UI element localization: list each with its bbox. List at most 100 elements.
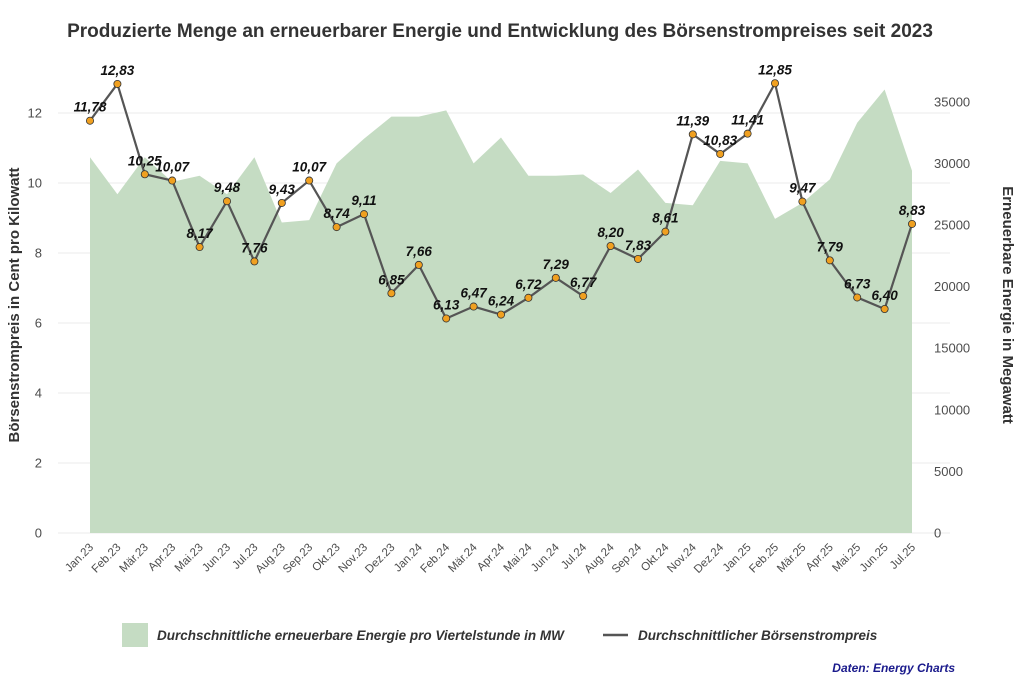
price-data-label: 11,41	[731, 113, 764, 128]
y-right-tick-label: 10000	[934, 402, 970, 417]
price-point	[277, 198, 286, 207]
price-data-label: 12,85	[758, 62, 792, 77]
price-point	[222, 197, 231, 206]
legend-area-swatch	[122, 623, 148, 647]
x-axis: Jan.23Feb.23Mär.23Apr.23Mai.23Jun.23Jul.…	[63, 541, 918, 576]
y-right-tick-label: 35000	[934, 94, 970, 109]
legend: Durchschnittliche erneuerbare Energie pr…	[122, 623, 878, 647]
price-point	[688, 130, 697, 139]
price-data-label: 9,43	[269, 182, 296, 197]
price-point	[305, 176, 314, 185]
price-point	[332, 223, 341, 232]
y-left-tick-label: 6	[35, 316, 42, 331]
price-data-label: 12,83	[101, 63, 135, 78]
price-data-label: 10,25	[128, 153, 162, 168]
y-right-tick-label: 5000	[934, 464, 963, 479]
x-tick-label: Dez.23	[363, 542, 397, 576]
price-point	[661, 227, 670, 236]
price-data-label: 6,47	[460, 286, 488, 301]
price-point	[551, 273, 560, 282]
y-right-tick-label: 0	[934, 526, 941, 541]
price-data-label: 10,83	[703, 133, 737, 148]
price-point	[716, 149, 725, 158]
price-data-label: 6,24	[488, 294, 515, 309]
price-data-label: 9,47	[789, 181, 817, 196]
y-right-tick-label: 20000	[934, 279, 970, 294]
price-point	[908, 219, 917, 228]
price-point	[496, 310, 505, 319]
x-tick-label: Feb.24	[419, 541, 453, 575]
price-point	[469, 302, 478, 311]
price-point	[442, 314, 451, 323]
y-left-tick-label: 2	[35, 456, 42, 471]
x-tick-label: Mär.23	[118, 542, 151, 575]
price-point	[798, 197, 807, 206]
price-point	[743, 129, 752, 138]
x-tick-label: Apr.23	[146, 542, 178, 574]
x-tick-label: Aug.23	[254, 542, 288, 576]
price-point	[168, 176, 177, 185]
x-tick-label: Apr.24	[475, 541, 507, 573]
price-data-label: 9,48	[214, 180, 241, 195]
price-point	[606, 241, 615, 250]
chart-title: Produzierte Menge an erneuerbarer Energi…	[67, 21, 933, 42]
price-data-label: 10,07	[292, 160, 327, 175]
x-tick-label: Dez.24	[692, 541, 727, 576]
price-data-label: 10,07	[155, 160, 190, 175]
price-data-label: 8,83	[899, 203, 926, 218]
price-data-label: 9,11	[351, 193, 376, 208]
x-tick-label: Mai.23	[173, 542, 206, 575]
x-tick-label: Mär.24	[446, 541, 480, 575]
price-point	[634, 254, 643, 263]
y-left-axis-title: Börsenstrompreis in Cent pro Kilowatt	[6, 167, 23, 442]
price-data-label: 6,13	[433, 297, 460, 312]
x-tick-label: Feb.25	[747, 542, 781, 576]
data-source-note: Daten: Energy Charts	[832, 661, 955, 675]
x-tick-label: Sep.24	[610, 541, 645, 576]
price-data-label: 8,17	[186, 226, 214, 241]
price-point	[140, 170, 149, 179]
price-data-label: 6,77	[570, 275, 598, 290]
price-point	[387, 289, 396, 298]
y-right-axis-title: Erneuerbare Energie in Megawatt	[999, 186, 1016, 424]
x-tick-label: Feb.23	[90, 542, 124, 576]
price-data-label: 7,29	[543, 257, 570, 272]
price-data-label: 7,66	[406, 244, 433, 259]
price-data-label: 8,74	[323, 206, 350, 221]
price-data-label: 6,72	[515, 277, 542, 292]
x-tick-label: Jun.24	[529, 541, 562, 574]
legend-line-label: Durchschnittlicher Börsenstrompreis	[638, 628, 878, 643]
x-tick-label: Apr.25	[804, 542, 836, 574]
y-left-tick-label: 0	[35, 526, 42, 541]
price-data-label: 6,40	[871, 288, 898, 303]
price-point	[825, 256, 834, 265]
price-data-label: 8,20	[597, 225, 624, 240]
price-data-label: 6,85	[378, 272, 405, 287]
x-tick-label: Mär.25	[775, 542, 808, 575]
y-right-tick-label: 30000	[934, 156, 970, 171]
y-right-tick-label: 25000	[934, 218, 970, 233]
price-point	[771, 79, 780, 88]
price-point	[250, 257, 259, 266]
price-data-label: 7,79	[817, 239, 844, 254]
price-point	[579, 292, 588, 301]
y-left-tick-label: 12	[28, 106, 42, 121]
price-data-label: 8,61	[652, 211, 678, 226]
y-left-tick-label: 8	[35, 246, 42, 261]
line-layer: 11,7812,8310,2510,078,179,487,769,4310,0…	[74, 62, 926, 323]
price-data-label: 11,78	[74, 100, 107, 115]
price-point	[524, 293, 533, 302]
x-tick-label: Jun.25	[858, 542, 891, 575]
right-axis: 0 5000 10000 15000 20000 25000 30000 35000	[934, 94, 970, 540]
price-data-label: 7,76	[241, 240, 268, 255]
y-left-tick-label: 10	[28, 176, 42, 191]
price-data-label: 6,73	[844, 276, 871, 291]
y-right-tick-label: 15000	[934, 341, 970, 356]
x-tick-label: Jun.23	[200, 542, 233, 575]
price-data-label: 7,83	[625, 238, 652, 253]
price-point	[195, 243, 204, 252]
x-tick-label: Sep.23	[281, 542, 315, 576]
x-tick-label: Mai.25	[830, 542, 863, 575]
price-point	[113, 79, 122, 88]
